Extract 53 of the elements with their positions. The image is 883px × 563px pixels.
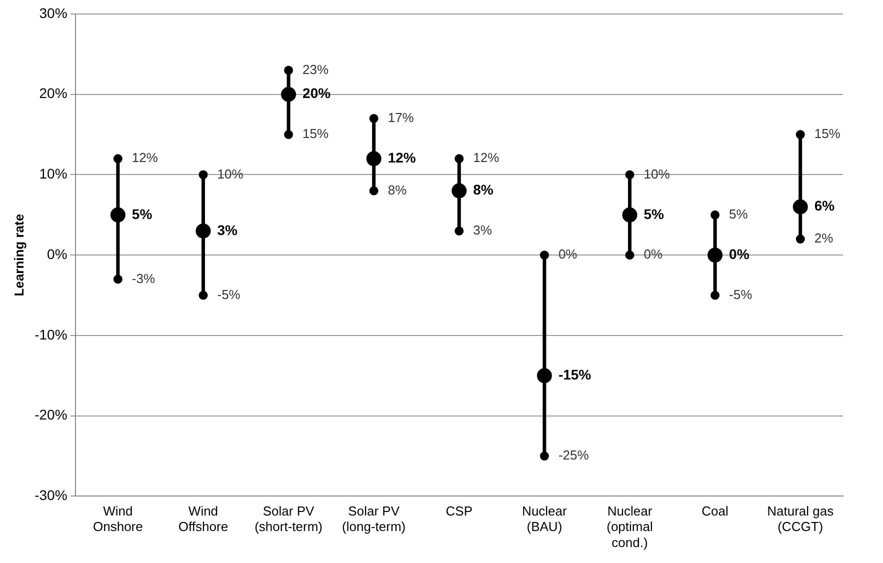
y-tick-label: 10%: [39, 166, 68, 182]
annotation: 10%: [217, 166, 244, 182]
annotation: 0%: [558, 246, 578, 262]
data-label: 0%: [729, 246, 750, 262]
annotation: 17%: [388, 110, 414, 126]
x-tick-label: Nuclear (optimal cond.): [606, 504, 653, 550]
y-tick-label: 20%: [39, 85, 68, 102]
point: [622, 207, 638, 222]
y-tick-label: -20%: [34, 406, 68, 423]
annotation: 23%: [302, 62, 329, 77]
point: [792, 199, 808, 214]
y-tick-label: -30%: [34, 487, 68, 504]
x-tick-label: Wind Onshore: [92, 504, 143, 534]
y-tick-label: 30%: [39, 4, 68, 21]
point: [536, 368, 552, 384]
point: [452, 183, 467, 198]
annotation: -5%: [729, 286, 753, 302]
annotation: 3%: [473, 222, 492, 238]
annotation: 15%: [302, 126, 329, 142]
annotation: 0%: [644, 246, 663, 262]
annotation: 10%: [644, 166, 670, 182]
point: [196, 223, 211, 238]
point: [110, 207, 126, 222]
annotation: 5%: [729, 206, 748, 222]
annotation: 12%: [132, 150, 158, 166]
annotation: -25%: [558, 448, 590, 463]
x-tick-label: Nuclear (BAU): [522, 504, 568, 534]
data-label: 8%: [473, 182, 494, 198]
y-tick-label: -10%: [34, 326, 68, 342]
data-label: 6%: [814, 198, 836, 214]
data-label: 3%: [217, 222, 238, 238]
data-label: -15%: [558, 366, 592, 383]
x-tick-label: Solar PV (short-term): [254, 504, 322, 534]
x-tick-label: CSP: [446, 504, 473, 519]
annotation: -3%: [132, 270, 156, 286]
annotation: 2%: [814, 230, 834, 246]
annotation: 12%: [473, 150, 500, 166]
point: [281, 86, 296, 102]
y-axis-title: Learning rate: [11, 214, 26, 296]
annotation: 15%: [814, 126, 841, 142]
point: [708, 248, 723, 263]
annotation: -5%: [217, 286, 241, 302]
x-tick-label: Solar PV (long-term): [342, 504, 406, 534]
y-tick-label: 0%: [47, 246, 68, 262]
point: [366, 151, 382, 166]
x-tick-label: Coal: [702, 504, 729, 519]
annotation: 8%: [388, 182, 408, 198]
x-tick-label: Wind Offshore: [178, 504, 228, 534]
data-label: 5%: [132, 206, 153, 222]
data-label: 5%: [644, 206, 665, 222]
x-tick-label: Natural gas (CCGT): [767, 504, 834, 534]
data-label: 12%: [388, 150, 416, 166]
data-label: 20%: [302, 85, 332, 102]
